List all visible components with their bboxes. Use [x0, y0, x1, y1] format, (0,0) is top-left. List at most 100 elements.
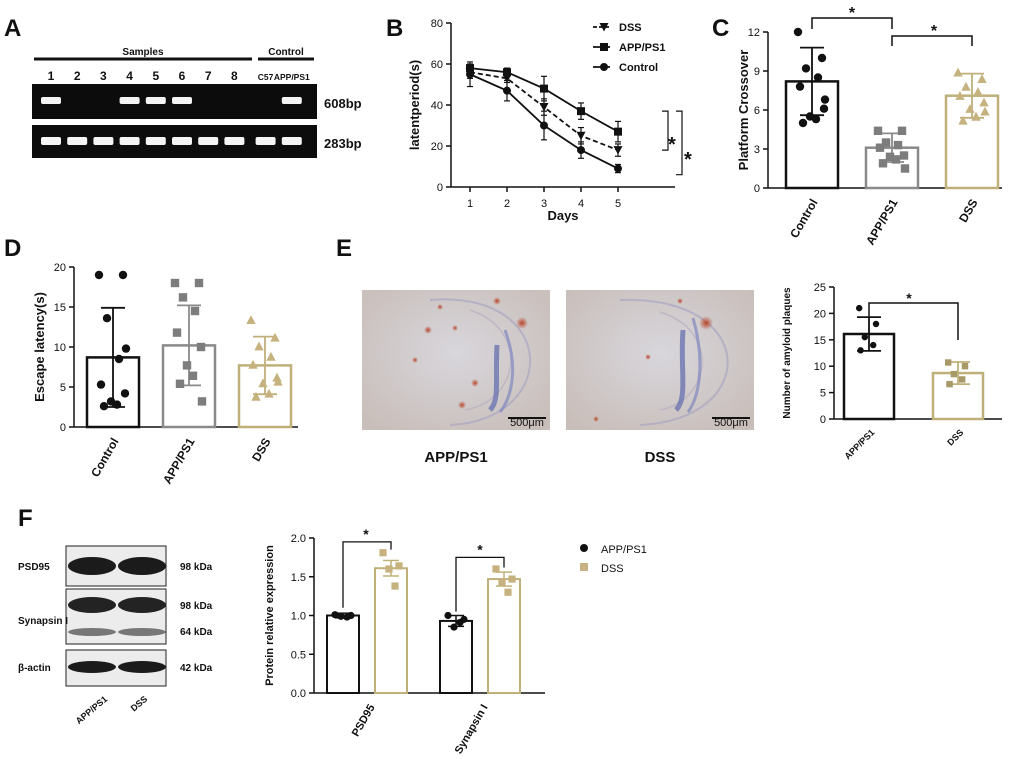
data-point — [102, 314, 112, 323]
y-tick-label: 1.5 — [291, 572, 306, 584]
scale-bar-label-app: 500μm — [510, 417, 544, 429]
legend-marker — [600, 63, 608, 71]
gel-band-608 — [172, 97, 192, 104]
sig-bracket — [662, 110, 669, 151]
chart-f: 0.0 0.5 1.0 1.5 2.0 Protein relative expressi… — [264, 526, 647, 756]
y-tick-label: 20 — [54, 262, 66, 274]
gel-lane-label: 1 — [48, 69, 55, 83]
data-point — [118, 270, 128, 280]
chart-c: 0 3 6 9 12 Platform Crossover Control APP/PS1 DS… — [736, 5, 1002, 247]
data-point — [900, 164, 910, 173]
band-608-label: 608bp — [324, 96, 362, 111]
data-point — [170, 278, 180, 288]
gel-band-283 — [41, 137, 61, 145]
gel-lane-label: APP/PS1 — [274, 72, 310, 82]
data-point — [577, 146, 585, 155]
gel-lane-label: C57 — [258, 72, 274, 82]
legend-marker — [580, 563, 588, 571]
x-tick-label: Control — [787, 197, 820, 241]
data-point — [856, 304, 863, 312]
legend-marker — [580, 544, 588, 552]
gel-lane-label: 4 — [126, 69, 133, 83]
data-point — [613, 146, 623, 155]
data-point — [881, 138, 891, 147]
blot-row-psd95: PSD95 — [18, 562, 50, 573]
panel-label-b: B — [386, 15, 403, 42]
data-point — [266, 351, 276, 361]
data-point — [811, 114, 821, 124]
y-tick-label: 12 — [748, 27, 760, 39]
y-tick-label: 80 — [431, 18, 443, 30]
x-tick-label: Synapsin I — [453, 703, 491, 757]
gel-band-283 — [172, 137, 192, 145]
y-axis-label: Platform Crossover — [736, 50, 751, 171]
y-tick-label: 15 — [814, 335, 826, 347]
data-point — [891, 155, 901, 164]
data-point — [96, 380, 106, 389]
gel-band-608 — [41, 97, 61, 104]
sig-star: * — [849, 5, 856, 22]
panel-label-e: E — [336, 235, 352, 262]
data-point — [492, 565, 500, 573]
data-point — [872, 320, 880, 328]
data-point — [885, 152, 895, 161]
data-point — [979, 97, 989, 107]
chart-b: 0 20 40 60 80 1 2 3 4 5 Days latentperiod(s) DSS APP/… — [407, 18, 692, 223]
legend-marker — [600, 43, 608, 51]
legend-label: APP/PS1 — [619, 42, 665, 54]
x-tick-label: APP/PS1 — [842, 427, 876, 461]
data-point — [178, 293, 188, 302]
data-point — [264, 388, 274, 398]
data-point — [959, 376, 966, 383]
gel-panel: Samples Control 1 2 3 4 5 6 7 8 C57 APP/PS1 608bp… — [32, 47, 362, 158]
data-point — [504, 588, 512, 596]
data-point — [503, 86, 511, 95]
gel-band-283 — [281, 137, 302, 145]
data-point — [343, 613, 351, 621]
y-tick-label: 1.0 — [291, 611, 306, 623]
data-point — [251, 391, 261, 401]
data-point — [121, 344, 131, 353]
sig-bracket — [891, 35, 973, 46]
data-point — [466, 70, 474, 79]
y-axis-label: latentperiod(s) — [407, 60, 422, 150]
data-point — [114, 354, 124, 364]
x-tick-label: PSD95 — [350, 703, 378, 739]
data-point — [977, 74, 987, 83]
sig-star: * — [477, 541, 483, 557]
bar — [439, 619, 473, 694]
gel-band-283 — [67, 137, 88, 145]
data-point — [971, 111, 981, 121]
y-tick-label: 60 — [431, 59, 443, 71]
data-point — [246, 315, 256, 324]
blot-kda-synapsin-98: 98 kDa — [180, 601, 213, 612]
sig-star: * — [931, 23, 938, 40]
micrograph-label-dss: DSS — [645, 449, 676, 466]
gel-band-283 — [93, 137, 114, 145]
data-point — [899, 151, 909, 160]
data-point — [878, 159, 888, 168]
data-point — [813, 73, 823, 82]
y-tick-label: 40 — [431, 100, 443, 112]
y-axis-label: Escape latency(s) — [32, 292, 47, 402]
data-point — [893, 140, 903, 150]
data-point — [395, 562, 403, 570]
blot-row-synapsin: Synapsin I — [18, 616, 68, 627]
data-point — [870, 341, 877, 349]
data-point — [172, 328, 182, 337]
blot-lane-dss: DSS — [129, 694, 150, 714]
y-tick-label: 5 — [60, 382, 66, 394]
data-point — [961, 81, 971, 91]
data-point — [820, 95, 830, 104]
micrograph-label-app: APP/PS1 — [424, 449, 487, 466]
blot-lane-app: APP/PS1 — [74, 694, 110, 726]
data-point — [94, 270, 104, 280]
y-tick-label: 9 — [754, 66, 760, 78]
bar — [931, 371, 985, 421]
x-tick-label: DSS — [945, 427, 965, 447]
y-tick-label: 3 — [754, 144, 760, 156]
legend-label: DSS — [619, 22, 642, 34]
gel-lane-label: 7 — [205, 69, 212, 83]
micrographs: 500μm 500μm APP/PS1 DSS — [362, 290, 754, 466]
data-point — [248, 359, 258, 369]
